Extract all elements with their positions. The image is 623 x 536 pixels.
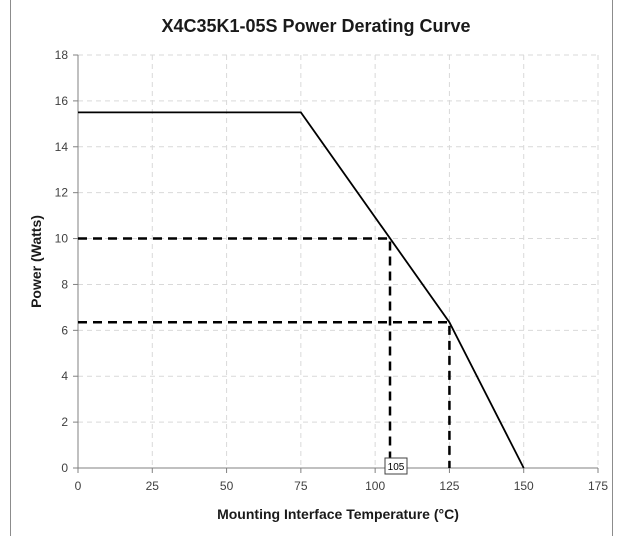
x-tick-label: 175 xyxy=(588,479,608,493)
y-tick-label: 8 xyxy=(61,277,68,291)
y-tick-label: 0 xyxy=(61,461,68,475)
y-tick-label: 2 xyxy=(61,415,68,429)
x-axis-title: Mounting Interface Temperature (°C) xyxy=(217,506,459,522)
annotations: 105 xyxy=(384,457,408,475)
x-tick-label: 100 xyxy=(365,479,385,493)
y-tick-label: 4 xyxy=(61,369,68,383)
derating-curve xyxy=(78,111,525,469)
x-tick-label: 50 xyxy=(220,479,234,493)
y-tick-label: 14 xyxy=(55,140,69,154)
y-tick-label: 6 xyxy=(61,323,68,337)
grid-lines xyxy=(78,54,599,468)
x-tick-labels: 0 25 50 75 100 125 150 175 xyxy=(75,479,609,493)
y-tick-label: 12 xyxy=(55,186,69,200)
x-tick-label: 0 xyxy=(75,479,82,493)
chart-frame xyxy=(10,0,613,536)
reference-line xyxy=(78,237,392,468)
y-axis-title: Power (Watts) xyxy=(28,215,44,308)
x-tick-label: 25 xyxy=(146,479,160,493)
axes xyxy=(73,54,599,473)
chart-title: X4C35K1-05S Power Derating Curve xyxy=(161,16,470,36)
x-tick-label: 75 xyxy=(294,479,308,493)
x-tick-label: 150 xyxy=(514,479,534,493)
y-tick-labels: 0 2 4 6 8 10 12 14 16 18 xyxy=(55,48,69,475)
y-tick-label: 16 xyxy=(55,94,69,108)
x-tick-label: 125 xyxy=(439,479,459,493)
annotation-box xyxy=(384,457,408,475)
series xyxy=(78,111,525,469)
annotation-label: 105 xyxy=(388,462,405,473)
reference-lines xyxy=(78,237,451,468)
y-tick-label: 18 xyxy=(55,48,69,62)
y-tick-label: 10 xyxy=(55,232,69,246)
reference-line xyxy=(78,321,451,468)
